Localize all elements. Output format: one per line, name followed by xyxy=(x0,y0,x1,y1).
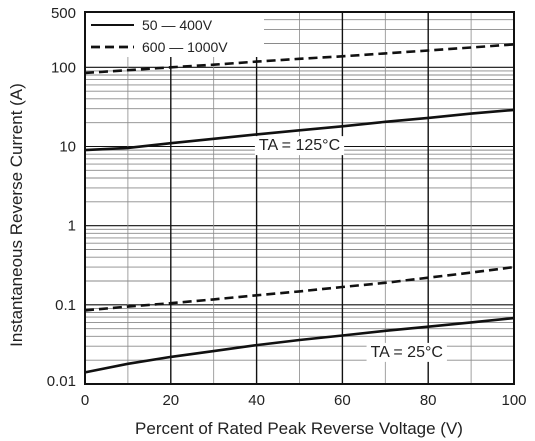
annotation-ta-0: TA = 125°C xyxy=(254,136,345,156)
x-tick-label: 0 xyxy=(81,392,89,409)
annotation-ta-1: TA = 25°C xyxy=(366,342,447,362)
legend-label: 50 — 400V xyxy=(142,17,213,33)
y-tick-label: 500 xyxy=(51,5,76,22)
series-line-dashed-1 xyxy=(84,43,515,75)
tick-labels: 0 20 40 60 80 100 0.01 0.1 1 10 100 500 xyxy=(47,5,527,409)
annotation-background xyxy=(366,342,447,362)
y-axis-title: Instantaneous Reverse Current (A) xyxy=(7,83,26,347)
y-tick-label: 0.01 xyxy=(47,373,76,390)
y-tick-label: 0.1 xyxy=(55,297,76,314)
series-layer xyxy=(84,43,515,374)
series-line-dashed-2 xyxy=(84,265,515,312)
grid xyxy=(85,11,514,385)
x-tick-label: 20 xyxy=(162,392,179,409)
y-tick-label: 100 xyxy=(51,59,76,76)
x-axis-title: Percent of Rated Peak Reverse Voltage (V… xyxy=(135,419,463,438)
plot-area-frame xyxy=(84,11,515,385)
annotation-background xyxy=(254,136,345,156)
y-tick-label: 1 xyxy=(68,218,76,235)
x-tick-label: 60 xyxy=(334,392,351,409)
x-tick-label: 40 xyxy=(248,392,265,409)
x-tick-label: 100 xyxy=(501,392,526,409)
x-tick-label: 80 xyxy=(420,392,437,409)
y-tick-label: 10 xyxy=(59,139,76,156)
annotation-label: TA = 25°C xyxy=(371,344,443,361)
legend: 50 — 400V 600 — 1000V xyxy=(86,13,264,57)
legend-box xyxy=(86,13,264,57)
series-line-solid-0 xyxy=(84,108,515,152)
annotations: TA = 125°C TA = 25°C xyxy=(254,136,447,362)
series-line-solid-3 xyxy=(84,316,515,374)
annotation-label: TA = 125°C xyxy=(259,137,340,154)
legend-label: 600 — 1000V xyxy=(142,39,228,55)
